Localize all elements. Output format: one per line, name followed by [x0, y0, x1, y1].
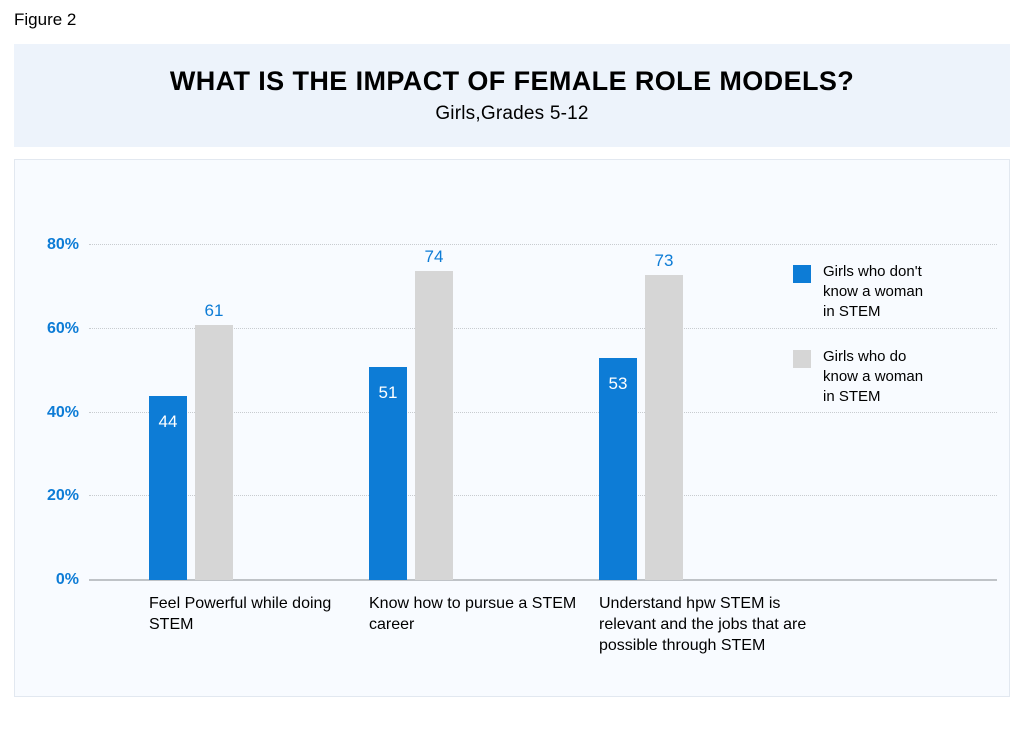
figure-label: Figure 2 [14, 10, 1010, 30]
chart-header: WHAT IS THE IMPACT OF FEMALE ROLE MODELS… [14, 44, 1010, 147]
legend-label: Girls who don't know a woman in STEM [823, 262, 938, 321]
bar-value-label: 61 [195, 301, 233, 321]
legend-label: Girls who do know a woman in STEM [823, 347, 938, 406]
category-label: Feel Powerful while doing STEM [149, 594, 359, 636]
bar: 53 [599, 358, 637, 580]
bar-value-label: 73 [645, 251, 683, 271]
y-axis-tick-label: 80% [47, 236, 79, 254]
y-axis-tick-label: 20% [47, 487, 79, 505]
y-axis-tick-label: 60% [47, 320, 79, 338]
legend-swatch [793, 265, 811, 283]
chart-panel: 0% 20% 40% 60% 80% 44 61 Feel Powerful while do… [14, 159, 1010, 697]
legend: Girls who don't know a woman in STEM Girl… [793, 262, 938, 433]
bar-value-label: 74 [415, 247, 453, 267]
legend-item: Girls who do know a woman in STEM [793, 347, 938, 406]
y-axis-tick-label: 40% [47, 404, 79, 422]
bar-group: 53 73 [599, 212, 683, 580]
bar: 51 [369, 367, 407, 580]
bar-group: 44 61 [149, 212, 233, 580]
bar: 73 [645, 275, 683, 580]
bar: 44 [149, 396, 187, 580]
chart-title: WHAT IS THE IMPACT OF FEMALE ROLE MODELS… [24, 66, 1000, 97]
legend-swatch [793, 350, 811, 368]
chart-subtitle: Girls,Grades 5-12 [24, 103, 1000, 125]
bar: 61 [195, 325, 233, 580]
bar: 74 [415, 271, 453, 580]
bar-value-label: 51 [369, 383, 407, 403]
bar-group: 51 74 [369, 212, 453, 580]
legend-item: Girls who don't know a woman in STEM [793, 262, 938, 321]
y-axis-tick-label: 0% [56, 571, 79, 589]
bar-value-label: 44 [149, 412, 187, 432]
category-label: Know how to pursue a STEM career [369, 594, 579, 636]
category-label: Understand hpw STEM is relevant and the … [599, 594, 809, 656]
bar-value-label: 53 [599, 374, 637, 394]
